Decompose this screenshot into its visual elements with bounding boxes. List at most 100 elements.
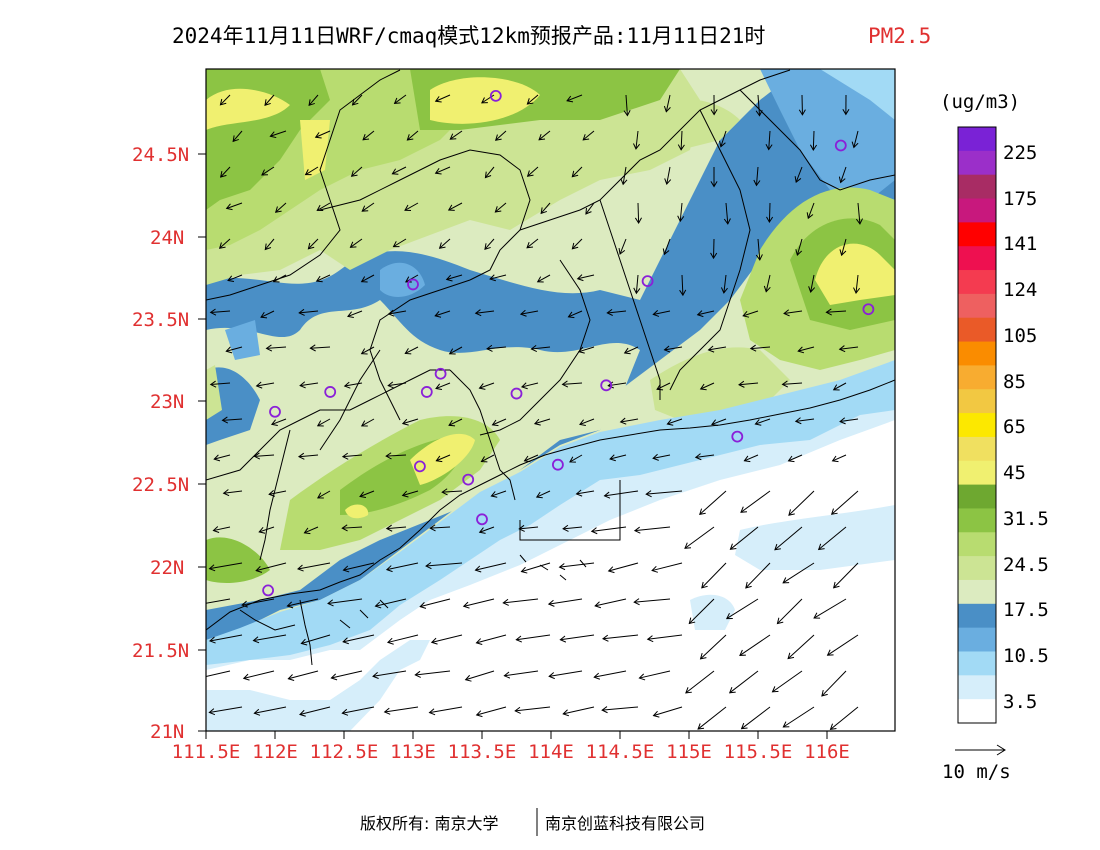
wind-arrow-head <box>478 527 486 534</box>
wind-arrow-head <box>562 524 569 532</box>
colorbar-segment <box>958 579 996 605</box>
wind-arrow-head <box>526 170 534 177</box>
colorbar-segment <box>958 532 996 557</box>
map-title: 2024年11月11日WRF/cmaq模式12km预报产品:11月11日21时 <box>172 24 765 48</box>
wind-arrow <box>254 454 275 457</box>
wind-arrow <box>491 490 507 497</box>
legend-label: 225 <box>1003 142 1037 164</box>
wind-arrow <box>602 634 639 640</box>
wind-arrow <box>475 562 507 571</box>
wind-arrow-head <box>316 204 324 212</box>
wind-arrow <box>536 490 551 498</box>
wind-arrow <box>634 598 671 603</box>
wind-arrow <box>253 634 287 642</box>
wind-arrow-head <box>419 602 427 609</box>
wind-arrow-head <box>514 706 521 714</box>
wind-arrow-head <box>559 635 567 643</box>
wind-arrow <box>604 490 639 497</box>
wind-arrow-head <box>547 599 555 607</box>
station-marker <box>462 473 475 486</box>
x-tick-label: 116E <box>804 741 850 763</box>
wind-arrow-head <box>652 310 660 317</box>
station-marker <box>262 584 275 597</box>
wind-arrow <box>241 598 275 606</box>
wind-arrow <box>559 562 595 568</box>
wind-arrow <box>832 454 847 462</box>
wind-arrow-head <box>208 708 216 716</box>
wind-arrow <box>730 526 759 550</box>
wind-arrow <box>435 166 451 174</box>
wind-arrow-head <box>360 348 368 355</box>
wind-arrow <box>299 706 331 715</box>
wind-arrow <box>206 598 231 604</box>
wind-arrow-head <box>434 96 442 103</box>
wind-arrow <box>298 454 319 458</box>
wind-arrow <box>810 274 815 293</box>
wind-arrow-head <box>300 638 308 646</box>
wind-arrow-head <box>652 710 660 718</box>
y-tick-label: 23N <box>150 391 184 413</box>
wind-arrow <box>435 94 451 102</box>
wind-arrow-head <box>404 348 412 355</box>
wind-arrow <box>711 418 727 425</box>
colorbar-segment <box>958 627 996 652</box>
wind-arrow-head <box>633 598 640 606</box>
wind-arrow <box>287 598 319 607</box>
wind-arrow-head <box>607 566 615 574</box>
wind-arrow <box>777 598 803 624</box>
wind-arrow-head <box>633 526 641 534</box>
wind-arrow <box>343 562 375 571</box>
wind-arrow-head <box>782 721 790 728</box>
copyright-left: 版权所有: 南京大学 <box>360 814 498 833</box>
wind-arrow-head <box>351 98 359 106</box>
wind-arrow-head <box>484 243 491 250</box>
wind-arrow <box>270 130 287 137</box>
wind-arrow <box>813 598 847 619</box>
colorbar-segment <box>958 127 996 152</box>
wind-arrow <box>273 274 287 283</box>
wind-arrow <box>404 202 419 211</box>
wind-arrow <box>531 346 551 350</box>
wind-arrow-head <box>414 670 421 678</box>
wind-arrow-head <box>688 617 696 625</box>
wind-arrow-head <box>710 252 718 260</box>
y-tick-label: 22.5N <box>132 474 189 496</box>
wind-arrow <box>679 202 683 222</box>
y-tick-label: 21N <box>150 721 184 743</box>
wind-arrow <box>481 454 495 463</box>
wind-arrow-head <box>219 98 227 106</box>
wind-arrow <box>372 670 407 677</box>
wind-arrow <box>548 598 583 605</box>
legend-label: 3.5 <box>1003 691 1037 713</box>
wind-arrow-head <box>449 133 457 140</box>
wind-arrow <box>448 202 463 211</box>
wind-arrow-head <box>728 687 736 694</box>
wind-arrow <box>538 130 551 141</box>
wind-arrow <box>840 418 859 423</box>
wind-arrow <box>352 94 363 106</box>
wind-arrow-head <box>806 212 814 220</box>
wind-arrow <box>361 202 375 212</box>
wind-arrow <box>206 670 231 678</box>
wind-arrow-head <box>434 168 442 175</box>
wind-arrow <box>826 310 847 313</box>
wind-arrow <box>275 202 287 213</box>
wind-arrow-head <box>298 308 305 316</box>
wind-arrow-head <box>742 310 750 318</box>
wind-arrow-head <box>593 672 601 680</box>
wind-arrow <box>301 634 331 644</box>
station-marker <box>862 303 875 316</box>
wind-arrow-head <box>429 524 436 532</box>
wind-arrow <box>839 346 859 350</box>
wind-arrow-head <box>602 634 609 642</box>
wind-arrow <box>220 94 231 106</box>
wind-arrow <box>243 670 275 679</box>
wind-arrow-head <box>677 215 685 223</box>
wind-arrow-head <box>567 311 575 319</box>
wind-arrow <box>361 346 375 355</box>
wind-arrow-head <box>842 108 850 116</box>
wind-arrow <box>741 706 771 730</box>
wind-arrow-head <box>434 311 442 318</box>
wind-arrow <box>783 706 815 728</box>
wind-arrow <box>304 526 319 534</box>
